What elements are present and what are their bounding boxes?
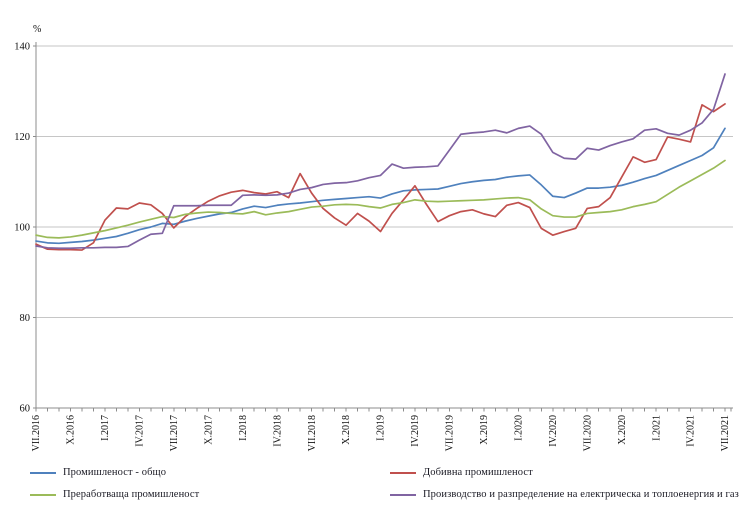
line-chart-plot: 60 80 100 120 140% VII.2016 X.2016 I.2017 IV.201… [14,24,733,451]
y-tick-label: 80 [20,313,31,324]
x-tick-label: I.2021 [651,415,662,441]
y-axis-unit-label: % [33,24,41,35]
legend-item-mining: Добивна промишленост [390,467,739,478]
x-tick-label: IV.2021 [686,415,697,447]
x-tick-label: IV.2019 [410,415,421,447]
legend-label: Промишленост - общо [63,467,167,478]
y-tick-label: 100 [14,223,30,234]
x-tick-label: X.2017 [203,415,214,445]
legend-line-sample [30,493,56,496]
x-tick-label: VII.2021 [720,415,731,451]
x-tick-label: I.2018 [238,415,249,441]
x-tick-label: I.2020 [514,415,525,441]
x-tick-label: VII.2019 [445,415,456,451]
legend-line-sample [30,471,56,474]
x-tick-label: X.2018 [341,415,352,445]
x-tick-label: IV.2018 [272,415,283,447]
x-tick-label: X.2020 [617,415,628,445]
y-tick-label: 60 [20,404,31,415]
x-tick-label: I.2019 [376,415,387,441]
series-line-3 [35,73,726,250]
x-tick-label: IV.2017 [135,415,146,447]
series-line-0 [35,127,726,245]
x-tick-label: IV.2020 [548,415,559,447]
legend-label: Производство и разпределение на електрич… [423,489,739,500]
x-tick-label: VII.2017 [169,415,180,451]
x-tick-label: X.2019 [479,415,490,445]
x-tick-label: X.2016 [66,415,77,445]
legend-label: Добивна промишленост [423,467,533,478]
legend-item-manufacturing: Преработваща промишленост [30,489,390,500]
series-line-1 [35,103,726,251]
x-tick-label: VII.2016 [31,415,42,451]
chart-legend: Промишленост - общо Добивна промишленост… [30,467,739,500]
legend-line-sample [390,471,416,474]
x-tick-label: VII.2018 [307,415,318,451]
x-tick-label: I.2017 [100,415,111,441]
legend-line-sample [390,493,416,496]
legend-item-electricity-gas: Производство и разпределение на електрич… [390,489,739,500]
y-tick-label: 120 [14,132,30,143]
y-tick-label: 140 [14,42,30,53]
legend-label: Преработваща промишленост [63,489,200,500]
legend-item-industry-total: Промишленост - общо [30,467,390,478]
x-tick-label: VII.2020 [582,415,593,451]
series-line-2 [35,159,726,239]
